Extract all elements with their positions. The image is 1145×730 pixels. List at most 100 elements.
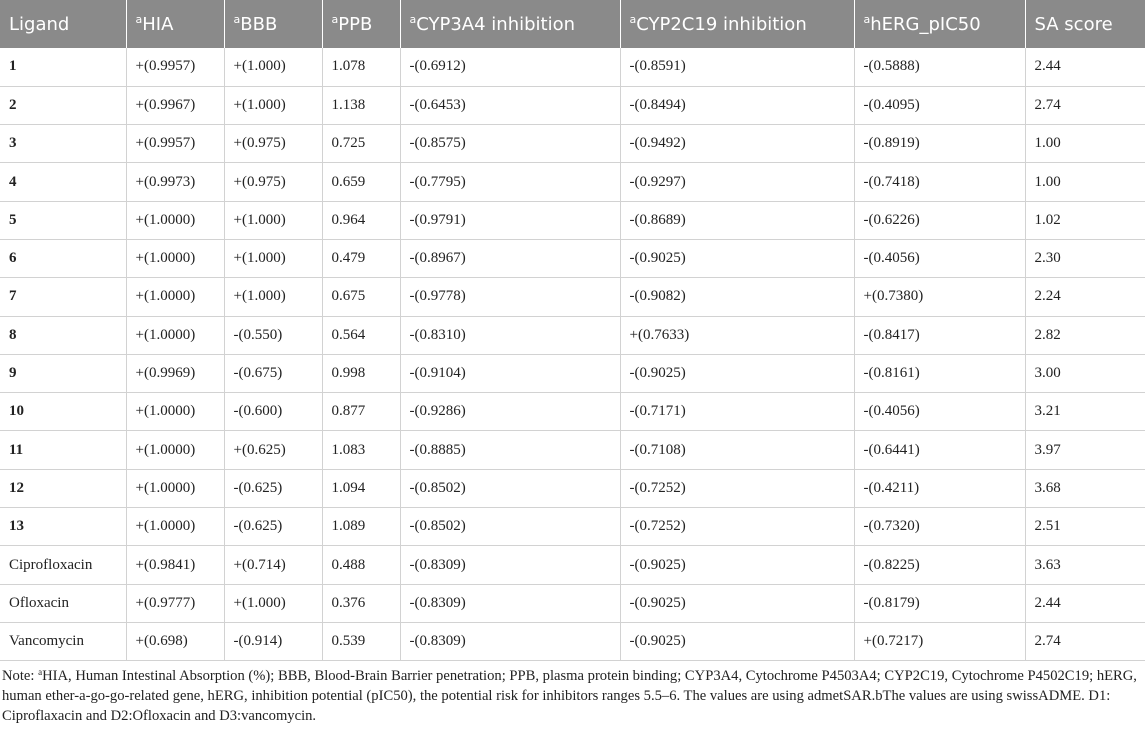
table-row: 10 +(1.0000) -(0.600) 0.877 -(0.9286) -(0.717… (0, 392, 1145, 432)
table-cell: 2.44 (1025, 48, 1145, 87)
ligand-cell: 3 (0, 124, 127, 164)
table-cell: -(0.8161) (854, 354, 1026, 394)
table-cell: -(0.8575) (400, 124, 621, 164)
table-cell: -(0.9492) (620, 124, 855, 164)
table-cell: -(0.9297) (620, 162, 855, 202)
table-row: 7 +(1.0000) +(1.000) 0.675 -(0.9778) -(0.9082… (0, 277, 1145, 317)
table-cell: -(0.8502) (400, 507, 621, 547)
column-header: aCYP3A4 inhibition (400, 0, 621, 48)
table-cell: -(0.9778) (400, 277, 621, 317)
table-row: Ciprofloxacin +(0.9841) +(0.714) 0.488 -(0.8… (0, 545, 1145, 585)
table-cell: +(0.975) (224, 162, 323, 202)
table-cell: +(1.000) (224, 239, 323, 279)
ligand-cell: Ciprofloxacin (0, 545, 127, 585)
header-superscript: a (135, 13, 143, 26)
table-cell: -(0.8309) (400, 584, 621, 623)
table-cell: 1.078 (322, 48, 401, 87)
column-header: Ligand (0, 0, 127, 48)
table-cell: +(0.698) (126, 622, 225, 662)
ligand-cell: 12 (0, 469, 127, 509)
column-header: ahERG_pIC50 (854, 0, 1026, 48)
header-superscript: a (629, 13, 637, 26)
table-cell: +(0.7217) (854, 622, 1026, 662)
table-header: Ligand aHIA aBBB aPPB aCYP3A4 inhibition aCYP… (0, 0, 1145, 48)
table-cell: +(0.975) (224, 124, 323, 164)
header-label: HIA (142, 14, 174, 35)
table-cell: -(0.9104) (400, 354, 621, 394)
table-cell: 0.725 (322, 124, 401, 164)
table-cell: -(0.8179) (854, 584, 1026, 623)
table-cell: +(0.9967) (126, 86, 225, 126)
table-cell: 3.68 (1025, 469, 1145, 509)
table-cell: 3.21 (1025, 392, 1145, 432)
ligand-cell: 5 (0, 201, 127, 240)
table-cell: +(1.000) (224, 86, 323, 126)
table-row: 5 +(1.0000) +(1.000) 0.964 -(0.9791) -(0.8689… (0, 201, 1145, 240)
table-cell: -(0.8591) (620, 48, 855, 87)
table-cell: -(0.9025) (620, 354, 855, 394)
note-prefix: Note: (2, 668, 39, 684)
table-cell: 0.659 (322, 162, 401, 202)
table-cell: 0.539 (322, 622, 401, 662)
table-cell: -(0.8309) (400, 622, 621, 662)
table-row: 8 +(1.0000) -(0.550) 0.564 -(0.8310) +(0.7633… (0, 316, 1145, 355)
note-superscript: a (38, 667, 43, 677)
table-cell: +(1.0000) (126, 392, 225, 432)
table-cell: -(0.8225) (854, 545, 1026, 585)
table-cell: -(0.550) (224, 316, 323, 355)
column-header: aPPB (322, 0, 401, 48)
table-cell: -(0.4056) (854, 392, 1026, 432)
table-cell: 0.376 (322, 584, 401, 623)
table-cell: 1.138 (322, 86, 401, 126)
admet-table: Ligand aHIA aBBB aPPB aCYP3A4 inhibition aCYP… (0, 0, 1145, 662)
table-cell: -(0.7418) (854, 162, 1026, 202)
table-cell: +(1.000) (224, 48, 323, 87)
header-label: CYP2C19 inhibition (636, 14, 807, 35)
ligand-cell: 8 (0, 316, 127, 355)
table-cell: +(1.000) (224, 201, 323, 240)
table-cell: -(0.8967) (400, 239, 621, 279)
table-cell: -(0.4095) (854, 86, 1026, 126)
table-cell: 2.74 (1025, 622, 1145, 662)
table-cell: -(0.625) (224, 507, 323, 547)
header-label: PPB (338, 14, 373, 35)
table-cell: 0.675 (322, 277, 401, 317)
header-superscript: a (331, 13, 339, 26)
table-row: Vancomycin +(0.698) -(0.914) 0.539 -(0.8309)… (0, 622, 1145, 662)
ligand-cell: 9 (0, 354, 127, 394)
table-cell: 2.82 (1025, 316, 1145, 355)
ligand-cell: 2 (0, 86, 127, 126)
table-cell: -(0.8309) (400, 545, 621, 585)
table-cell: 3.63 (1025, 545, 1145, 585)
table-row: 12 +(1.0000) -(0.625) 1.094 -(0.8502) -(0.725… (0, 469, 1145, 509)
table-cell: -(0.675) (224, 354, 323, 394)
column-header: aCYP2C19 inhibition (620, 0, 855, 48)
table-cell: +(0.9957) (126, 124, 225, 164)
ligand-cell: 6 (0, 239, 127, 279)
table-cell: -(0.8919) (854, 124, 1026, 164)
header-label: SA score (1034, 13, 1113, 35)
column-header: aHIA (126, 0, 225, 48)
table-row: 4 +(0.9973) +(0.975) 0.659 -(0.7795) -(0.9297… (0, 162, 1145, 202)
table-cell: -(0.8310) (400, 316, 621, 355)
table-cell: -(0.7108) (620, 430, 855, 470)
header-label: hERG_pIC50 (870, 14, 981, 35)
table-cell: 0.479 (322, 239, 401, 279)
table-cell: -(0.7320) (854, 507, 1026, 547)
ligand-cell: 10 (0, 392, 127, 432)
table-cell: +(0.9973) (126, 162, 225, 202)
table-cell: 3.00 (1025, 354, 1145, 394)
table-row: 1 +(0.9957) +(1.000) 1.078 -(0.6912) -(0.8591… (0, 48, 1145, 87)
table-cell: -(0.8689) (620, 201, 855, 240)
table-cell: 0.488 (322, 545, 401, 585)
table-cell: -(0.7252) (620, 507, 855, 547)
header-superscript: a (863, 13, 871, 26)
table-cell: +(0.9969) (126, 354, 225, 394)
table-cell: -(0.8494) (620, 86, 855, 126)
table-cell: 1.094 (322, 469, 401, 509)
table-cell: +(0.9841) (126, 545, 225, 585)
table-row: 2 +(0.9967) +(1.000) 1.138 -(0.6453) -(0.8494… (0, 86, 1145, 126)
header-superscript: a (409, 13, 417, 26)
ligand-cell: 7 (0, 277, 127, 317)
table-cell: -(0.8885) (400, 430, 621, 470)
